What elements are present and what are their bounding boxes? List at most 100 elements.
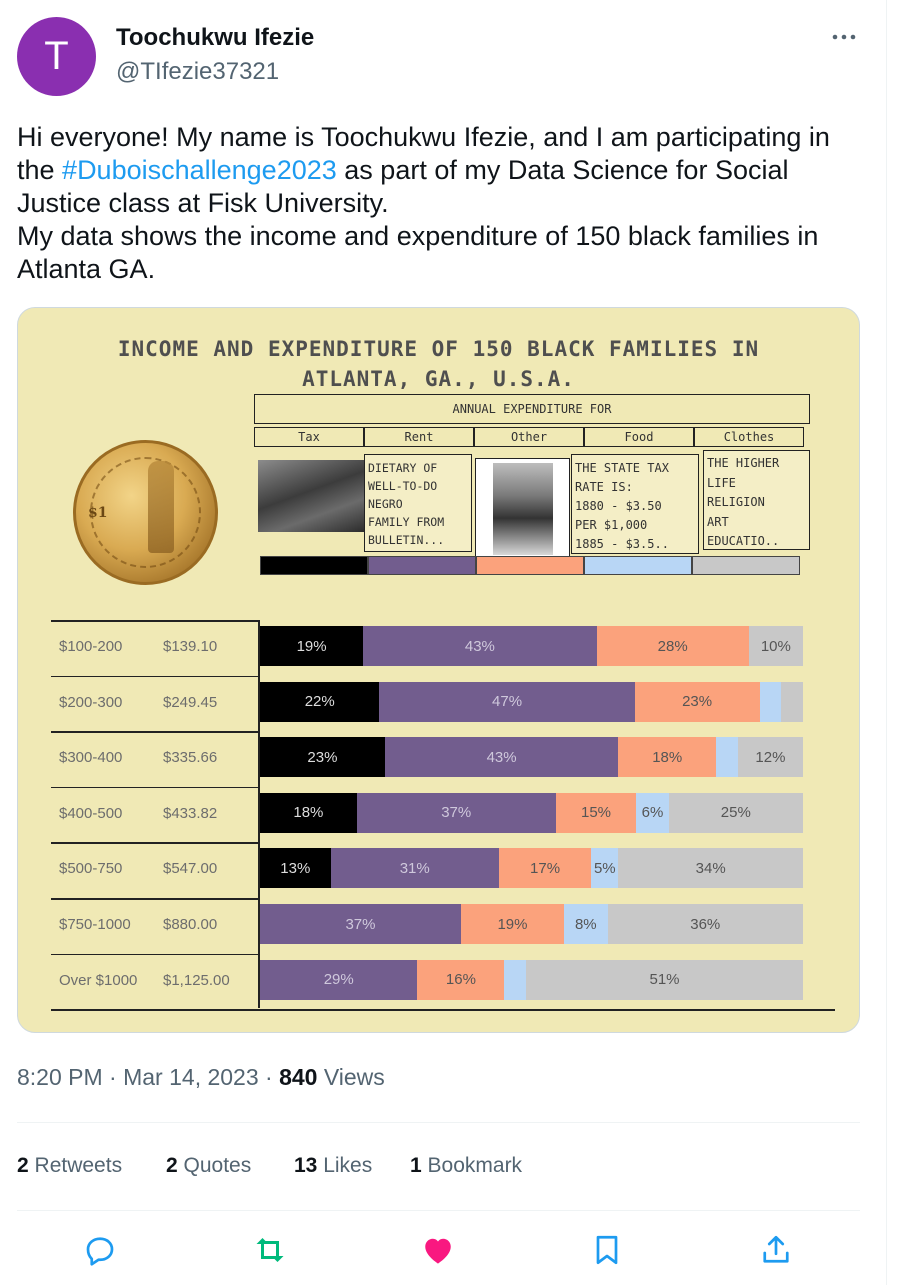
food-note-line: THE STATE TAX bbox=[575, 461, 669, 475]
row-divider bbox=[51, 731, 259, 733]
likes-stat[interactable]: 13 Likes bbox=[294, 1154, 372, 1178]
tweet-timestamp[interactable]: 8:20 PM · Mar 14, 2023 · 840 Views bbox=[17, 1064, 385, 1090]
women-photo bbox=[493, 463, 553, 555]
quotes-stat[interactable]: 2 Quotes bbox=[166, 1154, 251, 1178]
divider bbox=[17, 1122, 860, 1123]
clothes-note-box: THE HIGHER LIFE RELIGION ART EDUCATIO.. bbox=[703, 450, 810, 550]
rent-note-line: FAMILY FROM bbox=[368, 515, 445, 529]
clothes-note-line: EDUCATIO.. bbox=[707, 534, 780, 548]
row-divider bbox=[51, 898, 259, 900]
user-handle[interactable]: @TIfezie37321 bbox=[116, 58, 280, 85]
rent-note-box: DIETARY OF WELL-TO-DO NEGRO FAMILY FROM … bbox=[364, 454, 472, 552]
bar-segment-food: 6% bbox=[636, 792, 669, 833]
bookmarks-stat[interactable]: 1 Bookmark bbox=[410, 1154, 522, 1178]
category-header-clothes: Clothes bbox=[694, 427, 804, 447]
bar-segment-rent: 29% bbox=[260, 959, 418, 1000]
coin-rim bbox=[90, 457, 201, 568]
retweets-stat[interactable]: 2 Retweets bbox=[17, 1154, 122, 1178]
legend-swatch-other bbox=[476, 556, 584, 575]
bar-segment-rent: 37% bbox=[356, 792, 556, 833]
row-divider bbox=[51, 620, 259, 622]
timeline-border bbox=[886, 0, 887, 1285]
bar-segment-food: 5% bbox=[591, 848, 619, 889]
bar-segment-food bbox=[504, 959, 527, 1000]
clothes-note-line: RELIGION bbox=[707, 495, 765, 509]
bar-segment-other: 16% bbox=[417, 959, 505, 1000]
avatar[interactable]: T bbox=[17, 17, 96, 96]
category-header-tax: Tax bbox=[254, 427, 364, 447]
coin-denomination: $1 bbox=[88, 505, 108, 521]
food-note-line: 1880 - $3.50 bbox=[575, 499, 662, 513]
clothes-note-line: ART bbox=[707, 514, 729, 529]
retweet-icon[interactable] bbox=[252, 1232, 288, 1268]
display-name[interactable]: Toochukwu Ifezie bbox=[116, 24, 315, 51]
reply-icon[interactable] bbox=[82, 1232, 118, 1268]
bar-segment-food bbox=[716, 737, 738, 778]
rent-note-line: NEGRO bbox=[368, 497, 403, 511]
bar-segment-rent: 31% bbox=[330, 848, 499, 889]
category-header-other: Other bbox=[474, 427, 584, 447]
bar-segment-food: 8% bbox=[564, 904, 608, 944]
share-icon[interactable] bbox=[758, 1232, 794, 1268]
tweet-date: Mar 14, 2023 bbox=[123, 1064, 259, 1090]
like-icon[interactable] bbox=[420, 1232, 456, 1268]
tweet-time: 8:20 PM bbox=[17, 1064, 103, 1090]
food-note-box: THE STATE TAX RATE IS: 1880 - $3.50 PER … bbox=[571, 454, 699, 554]
rent-note-line: BULLETIN... bbox=[368, 533, 445, 547]
clothes-note-line: LIFE bbox=[707, 475, 736, 490]
income-class-label: $200-300 bbox=[59, 693, 123, 711]
tweet-image[interactable]: INCOME AND EXPENDITURE OF 150 BLACK FAMI… bbox=[17, 307, 860, 1033]
bookmarks-label: Bookmark bbox=[427, 1154, 523, 1177]
income-class-label: $400-500 bbox=[59, 804, 123, 822]
views-count: 840 bbox=[279, 1064, 318, 1090]
hashtag-link[interactable]: #Duboischallenge2023 bbox=[62, 155, 337, 185]
legend-swatch-tax bbox=[260, 556, 368, 575]
legend-swatch-food bbox=[584, 556, 692, 575]
food-note-line: 1885 - $3.5.. bbox=[575, 537, 669, 551]
bar-segment-tax: 19% bbox=[260, 626, 364, 666]
chart-title-line2: ATLANTA, GA., U.S.A. bbox=[302, 367, 575, 391]
bar-segment-other: 23% bbox=[634, 681, 760, 722]
bookmarks-count: 1 bbox=[410, 1154, 422, 1177]
bar-segment-other: 15% bbox=[555, 792, 637, 833]
average-income-label: $139.10 bbox=[163, 638, 218, 655]
food-note-line: RATE IS: bbox=[575, 480, 633, 494]
quotes-label: Quotes bbox=[183, 1154, 252, 1177]
row-divider bbox=[51, 786, 259, 789]
bar-segment-clothes: 25% bbox=[668, 792, 803, 833]
views-label: Views bbox=[323, 1064, 385, 1090]
likes-count: 13 bbox=[294, 1154, 318, 1177]
more-options-icon[interactable] bbox=[826, 22, 862, 52]
average-income-label: $547.00 bbox=[163, 860, 218, 878]
bar-segment-clothes: 36% bbox=[607, 904, 803, 944]
bar-segment-clothes bbox=[781, 681, 803, 722]
tweet-text-part3: My data shows the income and expenditure… bbox=[17, 221, 819, 284]
tweet-text-part1: Hi everyone! My name is Toochukwu Ifezie… bbox=[17, 122, 830, 185]
cabin-photo bbox=[258, 460, 364, 532]
bar-segment-clothes: 51% bbox=[526, 959, 803, 1000]
legend-swatch-clothes bbox=[692, 556, 800, 575]
bar-segment-other: 28% bbox=[596, 626, 749, 666]
chart-bottom-rule bbox=[51, 1009, 835, 1011]
retweets-count: 2 bbox=[17, 1154, 29, 1177]
rent-note-line: DIETARY OF bbox=[368, 461, 438, 475]
legend-swatch-rent bbox=[368, 556, 476, 575]
quotes-count: 2 bbox=[166, 1154, 178, 1177]
likes-label: Likes bbox=[323, 1154, 373, 1177]
dollar-coin-image: $1 bbox=[73, 440, 218, 585]
bar-segment-tax: 22% bbox=[260, 681, 380, 722]
rent-note-line: WELL-TO-DO bbox=[368, 479, 438, 493]
income-class-label: $500-750 bbox=[59, 860, 123, 878]
retweets-label: Retweets bbox=[34, 1154, 123, 1177]
bar-segment-clothes: 34% bbox=[618, 848, 803, 889]
average-income-label: $880.00 bbox=[163, 916, 218, 933]
bookmark-icon[interactable] bbox=[589, 1232, 625, 1268]
annual-expenditure-header: ANNUAL EXPENDITURE FOR bbox=[254, 394, 810, 424]
avatar-letter: T bbox=[44, 34, 69, 78]
row-divider bbox=[51, 953, 259, 956]
category-header-rent: Rent bbox=[364, 427, 474, 447]
statue-of-liberty-icon bbox=[148, 461, 174, 553]
bar-segment-other: 18% bbox=[618, 737, 717, 778]
divider bbox=[17, 1210, 860, 1211]
category-header-food: Food bbox=[584, 427, 694, 447]
